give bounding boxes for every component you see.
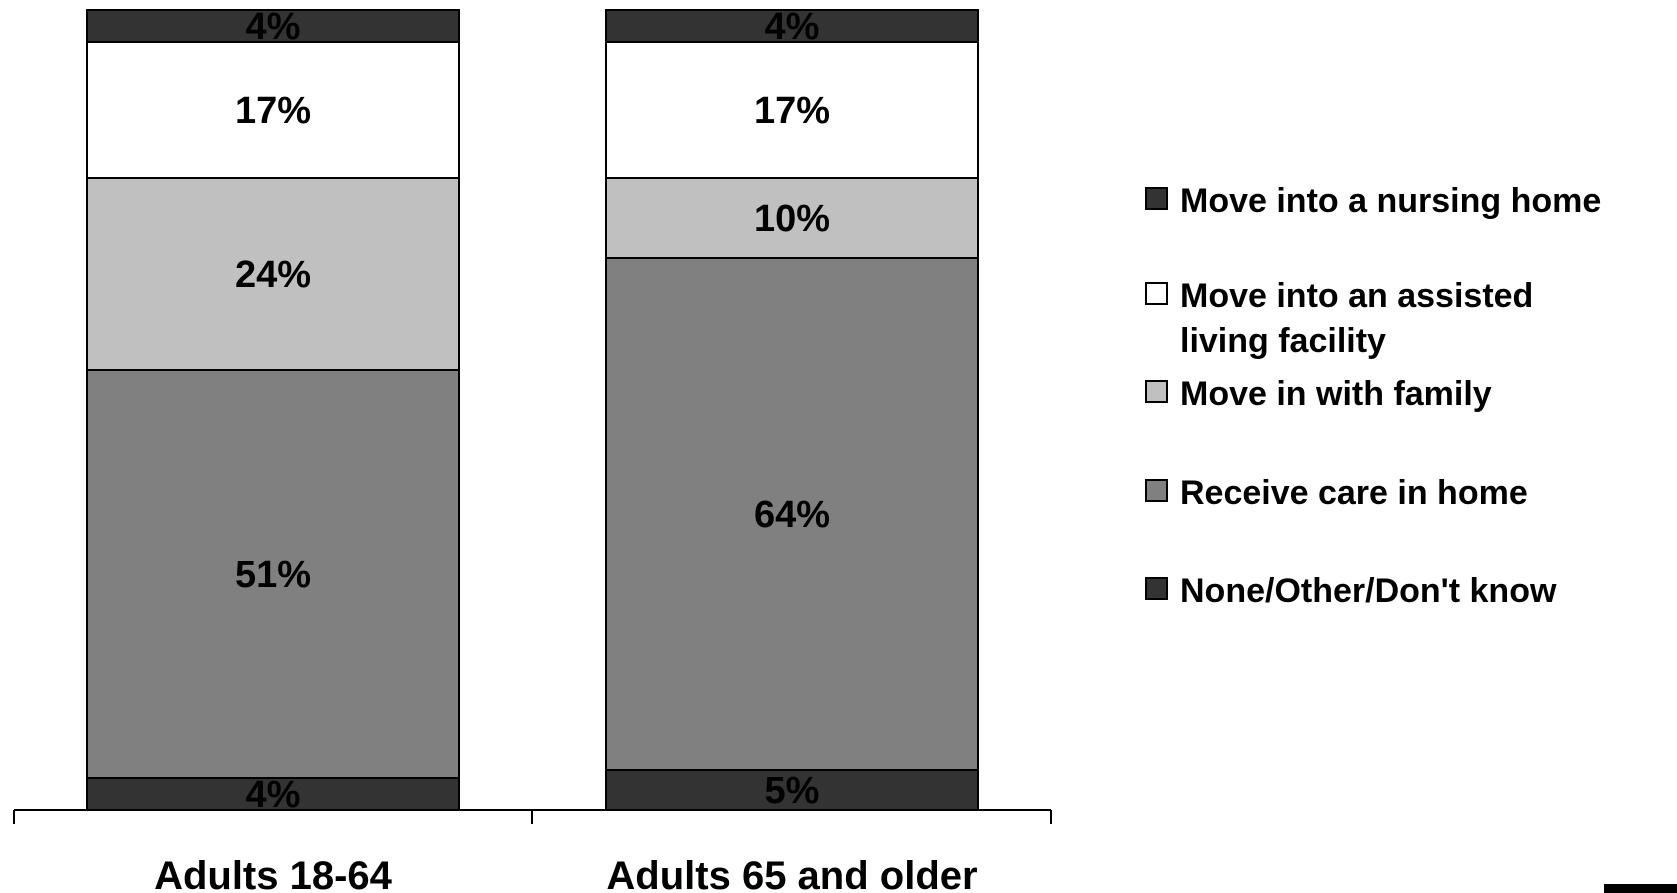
bar-segment-none-other-don-t-know-1 — [86, 777, 460, 811]
legend-label-move-into-a-nursing-home: Move into a nursing home — [1180, 182, 1601, 220]
legend-label-move-into-an-assisted-living-facility-line-1: Move into an assisted — [1180, 277, 1533, 315]
legend-swatch-none-other-don-t-know — [1145, 577, 1168, 600]
legend-label-move-into-an-assisted-living-facility-line-2: living facility — [1180, 322, 1386, 360]
data-label-receive-care-in-home-1: 51% — [235, 554, 311, 596]
legend-label-none-other-don-t-know: None/Other/Don't know — [1180, 572, 1557, 610]
bar-segment-move-in-with-family-2 — [605, 177, 979, 259]
data-label-move-into-a-nursing-home-2: 4% — [765, 6, 820, 48]
data-label-receive-care-in-home-2: 64% — [754, 494, 830, 536]
legend-swatch-receive-care-in-home — [1145, 479, 1168, 502]
legend-swatch-move-into-a-nursing-home — [1145, 187, 1168, 210]
corner-block-decoration — [1604, 884, 1677, 893]
data-label-move-into-an-assisted-living-facility-1: 17% — [235, 90, 311, 132]
legend-label-move-in-with-family: Move in with family — [1180, 375, 1492, 413]
bar-segment-move-into-an-assisted-living-facility-2 — [605, 41, 979, 179]
legend-swatch-move-into-an-assisted-living-facility — [1145, 282, 1168, 305]
data-label-none-other-don-t-know-2: 5% — [765, 770, 820, 812]
data-label-move-in-with-family-1: 24% — [235, 254, 311, 296]
bar-segment-move-into-a-nursing-home-1 — [86, 9, 460, 43]
bar-segment-move-in-with-family-1 — [86, 177, 460, 371]
bar-segment-move-into-an-assisted-living-facility-1 — [86, 41, 460, 179]
category-label-1: Adults 18-64 — [154, 854, 393, 893]
legend-swatch-move-in-with-family — [1145, 380, 1168, 403]
legend-label-receive-care-in-home: Receive care in home — [1180, 474, 1528, 512]
bar-segment-move-into-a-nursing-home-2 — [605, 9, 979, 43]
bar-segment-receive-care-in-home-2 — [605, 257, 979, 771]
category-label-2: Adults 65 and older — [606, 854, 977, 893]
data-label-move-in-with-family-2: 10% — [754, 198, 830, 240]
data-label-move-into-a-nursing-home-1: 4% — [246, 6, 301, 48]
data-label-move-into-an-assisted-living-facility-2: 17% — [754, 90, 830, 132]
